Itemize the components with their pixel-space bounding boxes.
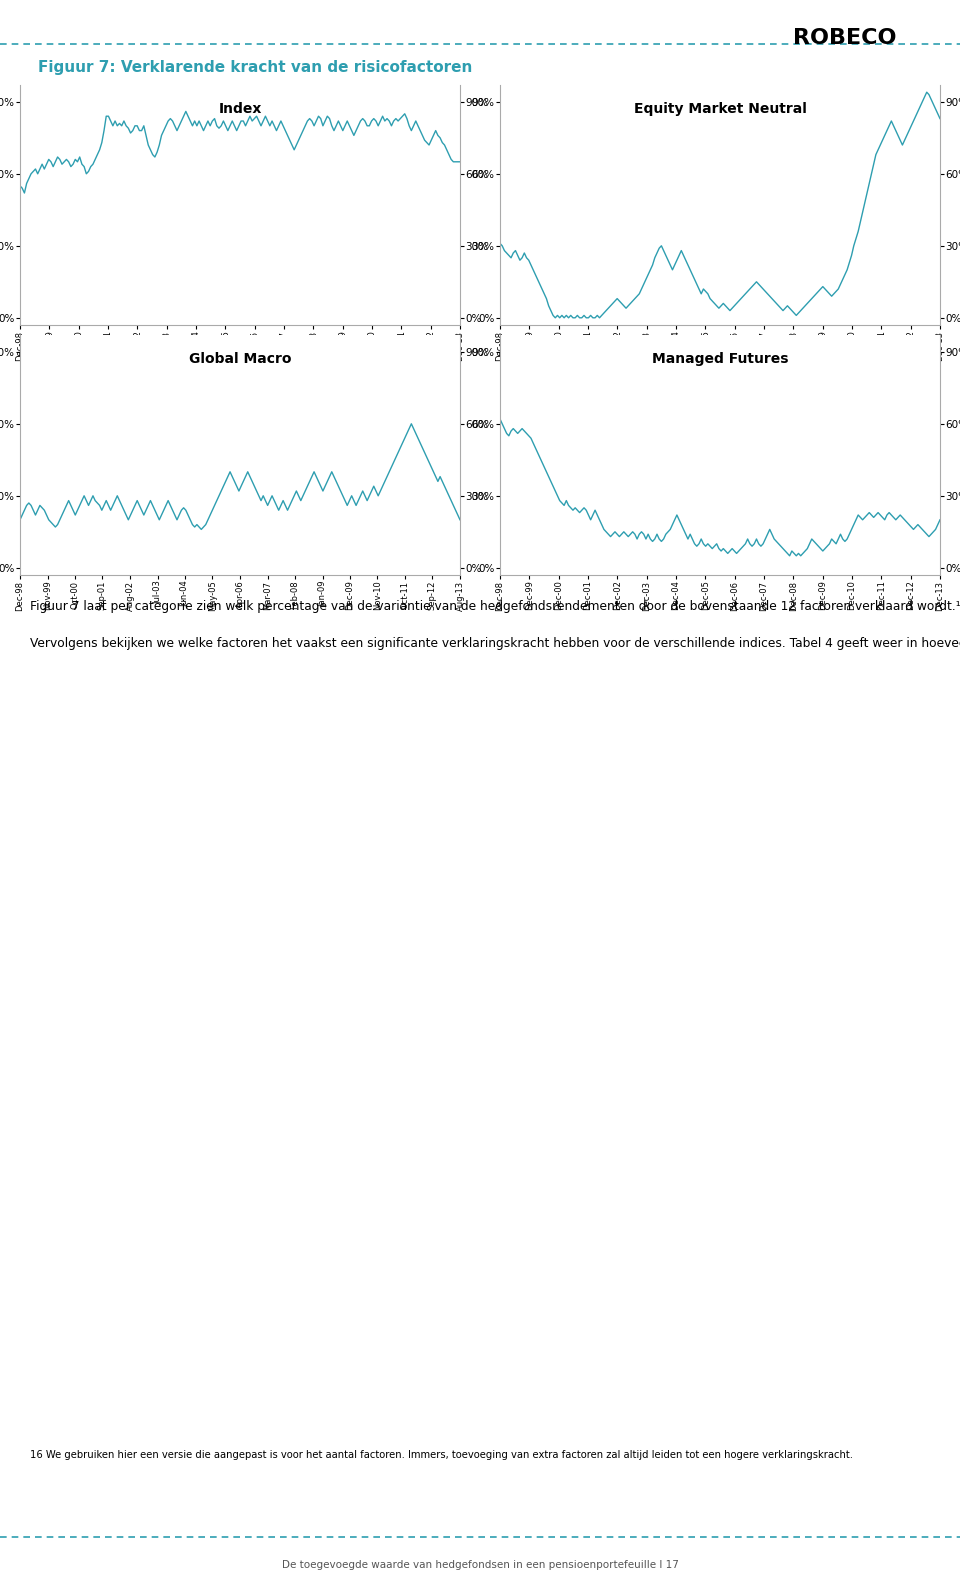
Text: 16 We gebruiken hier een versie die aangepast is voor het aantal factoren. Immer: 16 We gebruiken hier een versie die aang… [30,1450,853,1459]
Text: Managed Futures: Managed Futures [652,353,788,365]
Text: Global Macro: Global Macro [189,353,291,365]
Text: ROBECO: ROBECO [793,29,897,48]
Text: Figuur 7: Verklarende kracht van de risicofactoren: Figuur 7: Verklarende kracht van de risi… [38,60,472,75]
Text: Index: Index [218,102,262,116]
Text: Equity Market Neutral: Equity Market Neutral [634,102,806,116]
Text: De toegevoegde waarde van hedgefondsen in een pensioenportefeuille I 17: De toegevoegde waarde van hedgefondsen i… [281,1559,679,1571]
Text: Figuur 7 laat per categorie zien welk percentage van de variantie van de hedgefo: Figuur 7 laat per categorie zien welk pe… [30,600,960,649]
